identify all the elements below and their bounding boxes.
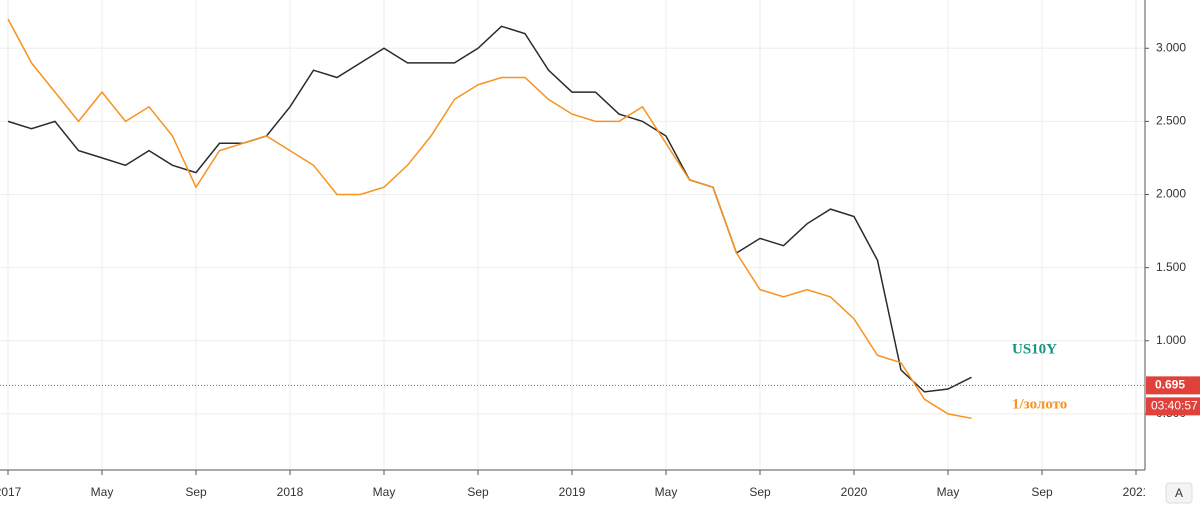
series-line: [7, 25, 972, 393]
x-tick-label: Sep: [749, 485, 771, 499]
series-label: 1/золото: [1012, 396, 1067, 412]
y-tick-label: 1.000: [1156, 333, 1186, 347]
y-tick-label: 1.500: [1156, 260, 1186, 274]
countdown: 03:40:57: [1151, 399, 1198, 413]
x-tick-label: May: [91, 485, 114, 499]
x-tick-label: May: [937, 485, 960, 499]
auto-scale-button[interactable]: [1165, 482, 1193, 504]
countdown-box: [1146, 397, 1200, 416]
x-tick-label: May: [655, 485, 678, 499]
series-line: [7, 18, 972, 420]
y-tick-label: 3.000: [1156, 40, 1186, 54]
price-label: 0.695: [1155, 378, 1185, 392]
x-tick-label: 2021: [1123, 485, 1150, 499]
y-tick-label: 2.000: [1156, 187, 1186, 201]
x-tick-label: 2019: [559, 485, 586, 499]
y-tick-label: 2.500: [1156, 114, 1186, 128]
x-tick-label: Sep: [1031, 485, 1053, 499]
x-tick-label: 2017: [0, 485, 22, 499]
price-label-box: [1146, 376, 1200, 395]
series-label: US10Y: [1012, 341, 1057, 357]
x-tick-label: Sep: [467, 485, 489, 499]
x-tick-label: 2020: [841, 485, 868, 499]
x-tick-label: 2018: [277, 485, 304, 499]
x-tick-label: Sep: [185, 485, 207, 499]
auto-scale-label[interactable]: A: [1175, 486, 1183, 500]
price-axis-panel: [1145, 0, 1200, 509]
x-tick-label: May: [373, 485, 396, 499]
